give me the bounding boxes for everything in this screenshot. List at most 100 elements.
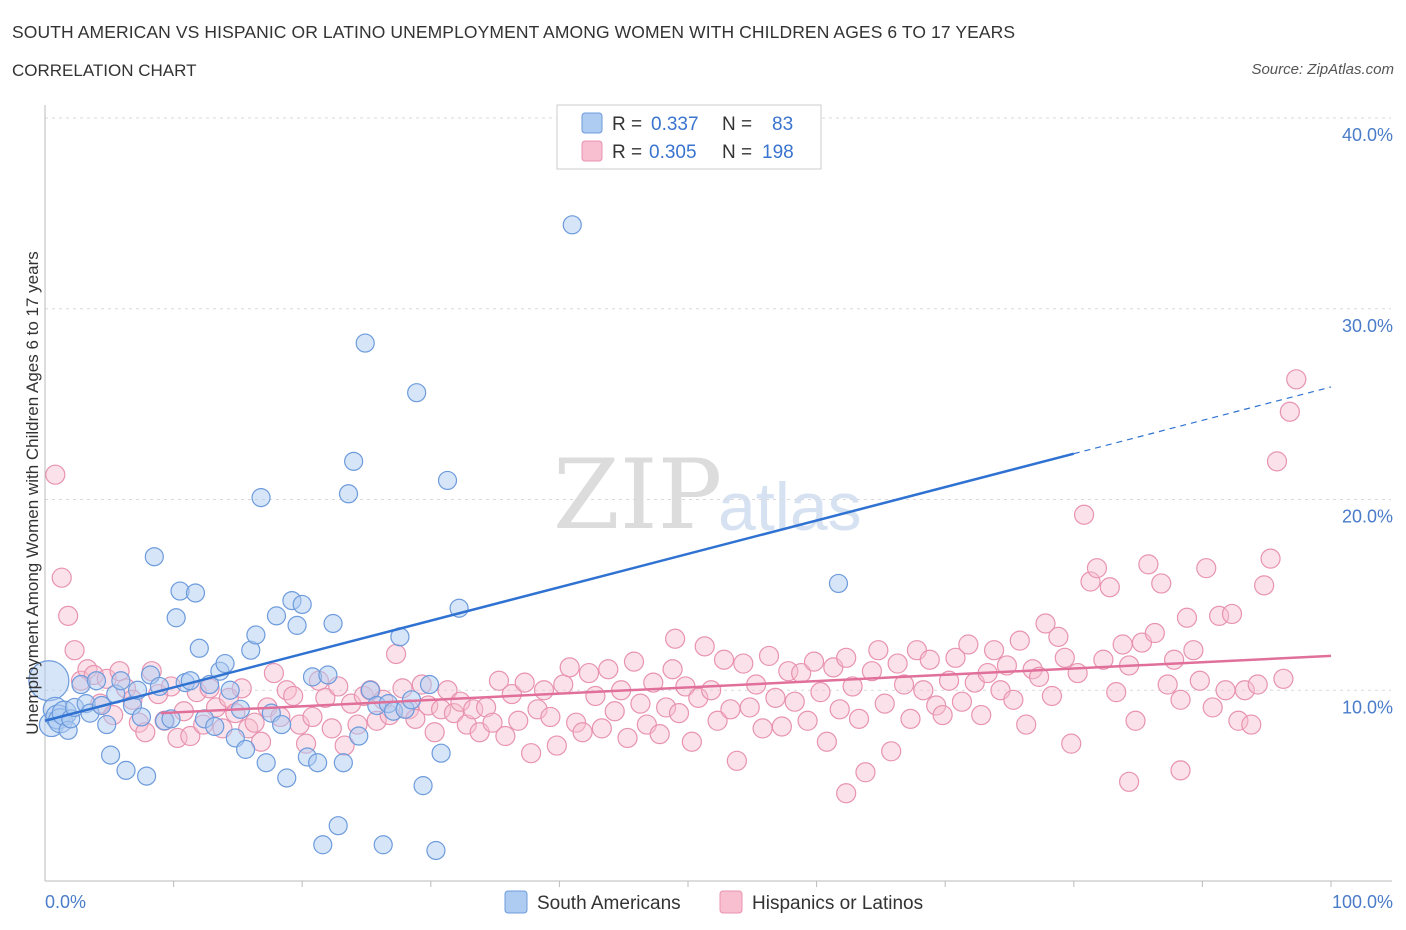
hispanic-point-180: [1202, 697, 1223, 718]
y-tick-label-1: 20.0%: [1342, 507, 1393, 527]
hispanic-point-115: [784, 691, 805, 712]
legend-n-label-1: N =: [722, 114, 752, 135]
hispanic-point-190: [1266, 451, 1288, 472]
legend-r-value-2: 0.305: [649, 142, 697, 163]
hispanic-point-175: [1170, 689, 1191, 710]
hispanic-point-106: [726, 750, 747, 771]
hispanic-point-63: [450, 691, 471, 712]
hispanic-point-68: [482, 712, 503, 733]
hispanic-point-114: [778, 661, 799, 682]
hispanic-point-132: [893, 674, 915, 695]
hispanic-point-194: [665, 628, 686, 649]
hispanic-point-160: [1073, 504, 1095, 525]
hispanic-point-70: [495, 725, 516, 747]
hispanic-point-157: [1054, 647, 1075, 668]
legend-n-value-2: 198: [762, 142, 794, 163]
hispanic-point-196: [1118, 771, 1140, 792]
hispanic-point-171: [1144, 622, 1165, 644]
hispanic-point-111: [758, 645, 780, 667]
y-tick-label-0: 10.0%: [1342, 697, 1393, 717]
hispanic-point-72: [508, 710, 529, 731]
y-tick-label-2: 30.0%: [1342, 316, 1393, 336]
south-american-point-63: [344, 451, 364, 471]
hispanic-point-84: [585, 685, 606, 707]
hispanic-point-181: [1209, 605, 1230, 626]
hispanic-point-123: [836, 647, 857, 668]
hispanic-point-148: [996, 655, 1018, 676]
hispanic-point-43: [321, 718, 342, 739]
south-american-point-64: [349, 726, 369, 746]
series-label-south-americans: South Americans: [537, 893, 681, 914]
hispanic-point-69: [488, 670, 510, 691]
hispanic-point-164: [1099, 577, 1120, 598]
source-credit: Source: ZipAtlas.com: [1251, 61, 1394, 78]
south-american-point-62: [338, 484, 359, 504]
south-american-point-46: [256, 753, 276, 773]
hispanic-point-71: [501, 683, 522, 705]
hispanic-point-142: [958, 634, 979, 655]
hispanic-point-140: [945, 647, 966, 668]
south-american-point-27: [161, 709, 181, 729]
hispanic-point-193: [1286, 369, 1307, 390]
hispanic-point-133: [900, 708, 921, 729]
chart-title: SOUTH AMERICAN VS HISPANIC OR LATINO UNE…: [12, 22, 1016, 42]
south-american-point-32: [185, 583, 206, 603]
hispanic-point-138: [932, 704, 953, 726]
hispanic-point-2: [58, 605, 79, 626]
hispanic-point-191: [1273, 668, 1294, 689]
hispanic-point-135: [913, 680, 934, 701]
hispanic-point-122: [829, 699, 850, 720]
hispanic-point-82: [572, 722, 593, 743]
hispanic-point-118: [803, 651, 825, 672]
hispanic-point-126: [855, 762, 876, 783]
hispanic-point-42: [315, 687, 336, 708]
hispanic-point-80: [559, 657, 580, 678]
south-american-trend-extension: [1073, 386, 1332, 455]
hispanic-point-19: [167, 727, 188, 749]
x-tick-label-0: 0.0%: [45, 892, 86, 912]
legend-n-value-1: 83: [772, 114, 793, 135]
south-american-point-24: [144, 547, 164, 567]
hispanic-point-86: [598, 659, 619, 680]
series-swatch-hispanics: [719, 890, 743, 914]
south-american-point-61: [333, 753, 353, 773]
hispanic-point-40: [302, 706, 323, 728]
south-american-point-45: [251, 487, 271, 508]
watermark: ZIP atlas: [553, 439, 862, 551]
south-american-point-53: [292, 594, 312, 615]
legend: R = 0.337 N = 83 R = 0.305 N = 198: [556, 104, 822, 170]
south-american-point-21: [131, 707, 152, 727]
hispanic-point-101: [694, 636, 715, 657]
hispanic-point-144: [971, 704, 992, 726]
hispanic-point-178: [1189, 670, 1210, 691]
hispanic-point-104: [713, 649, 735, 670]
hispanic-point-131: [887, 653, 908, 674]
hispanic-point-93: [643, 672, 664, 693]
watermark-atlas: atlas: [718, 469, 862, 545]
legend-r-value-1: 0.337: [651, 114, 699, 135]
hispanic-point-168: [1125, 710, 1146, 731]
hispanic-point-156: [1048, 626, 1069, 647]
hispanic-point-77: [540, 706, 561, 728]
y-tick-label-3: 40.0%: [1342, 125, 1393, 145]
south-american-point-68: [373, 835, 393, 855]
hispanic-point-96: [662, 659, 683, 680]
hispanic-point-94: [649, 724, 670, 745]
hispanic-point-112: [765, 687, 786, 708]
south-american-point-39: [220, 680, 240, 700]
hispanic-point-102: [701, 680, 722, 701]
south-american-point-75: [413, 776, 433, 796]
hispanic-point-149: [1003, 689, 1024, 710]
hispanic-point-91: [630, 693, 651, 714]
hispanic-point-170: [1138, 554, 1159, 575]
south-american-point-17: [111, 671, 131, 691]
hispanic-point-150: [1009, 630, 1030, 651]
hispanic-point-3: [64, 640, 85, 661]
legend-swatch-blue: [581, 112, 603, 134]
south-american-point-77: [426, 840, 446, 861]
hispanic-point-79: [553, 674, 574, 695]
hispanic-point-59: [424, 722, 445, 743]
south-american-point-18: [116, 760, 136, 780]
hispanic-point-37: [283, 685, 304, 707]
